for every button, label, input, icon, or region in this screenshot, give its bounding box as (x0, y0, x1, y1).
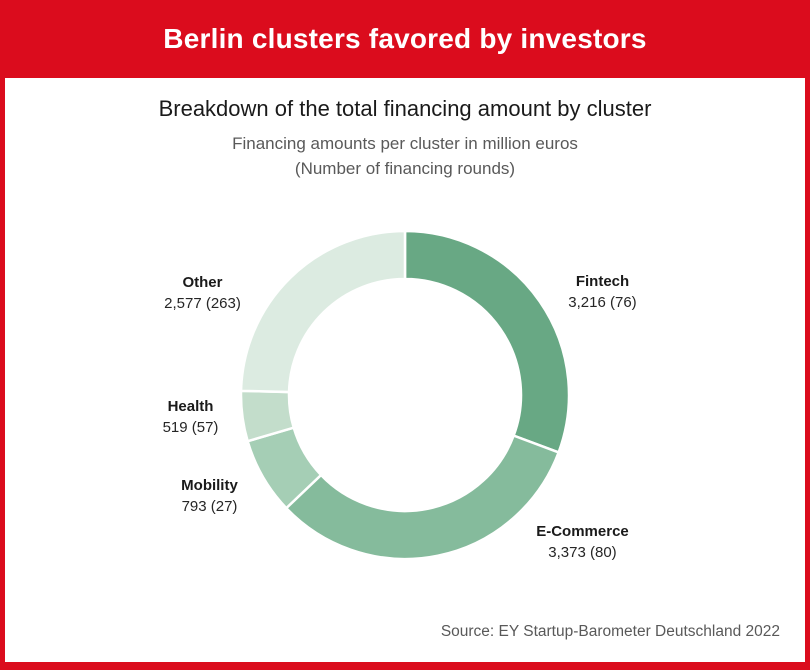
chart-subtitle-line2: (Number of financing rounds) (294, 159, 516, 178)
segment-value: 519 (57) (162, 419, 219, 436)
segment-name: Other (182, 274, 223, 291)
chart-title: Breakdown of the total financing amount … (158, 96, 652, 121)
segment-label-health: Health 519 (57) (108, 396, 273, 438)
source-note: Source: EY Startup-Barometer Deutschland… (440, 623, 780, 640)
frame-border-right (805, 78, 810, 670)
donut-chart (239, 229, 571, 561)
segment-name: Fintech (575, 273, 630, 290)
page-title: Berlin clusters favored by investors (163, 23, 647, 54)
segment-label-other: Other 2,577 (263) (120, 272, 285, 314)
donut-segment-fintech (403, 229, 571, 455)
segment-label-e-commerce: E-Commerce 3,373 (80) (500, 521, 665, 563)
chart-area: Breakdown of the total financing amount … (0, 78, 810, 662)
frame-border-bottom (0, 662, 810, 670)
segment-name: Mobility (181, 477, 238, 494)
segment-value: 3,216 (76) (568, 294, 637, 311)
segment-label-fintech: Fintech 3,216 (76) (520, 271, 685, 313)
segment-value: 2,577 (263) (164, 295, 241, 312)
chart-subtitle-line1: Financing amounts per cluster in million… (232, 134, 578, 153)
donut-segment-other (239, 229, 407, 394)
segment-name: E-Commerce (536, 523, 629, 540)
header-banner: Berlin clusters favored by investors (0, 0, 810, 78)
segment-value: 793 (27) (181, 498, 238, 515)
donut-segment-e-commerce (284, 434, 561, 561)
segment-label-mobility: Mobility 793 (27) (127, 475, 292, 517)
segment-name: Health (167, 398, 214, 415)
frame-border-left (0, 78, 5, 670)
segment-value: 3,373 (80) (548, 544, 617, 561)
